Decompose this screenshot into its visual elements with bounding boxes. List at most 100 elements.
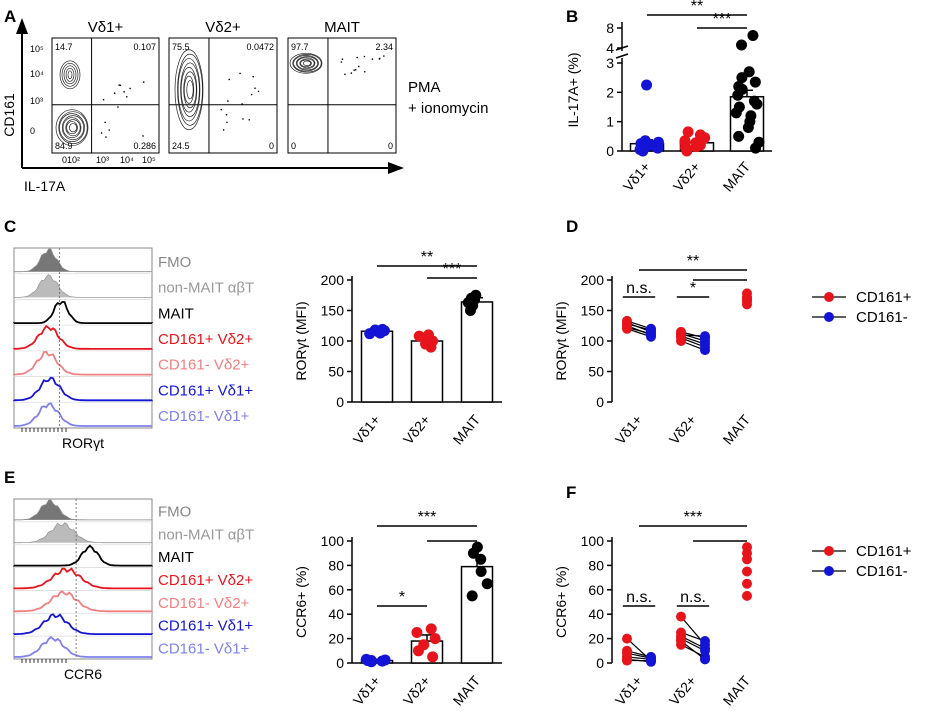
contour bbox=[180, 62, 200, 117]
y-tick-label: 20 bbox=[588, 631, 604, 647]
contour bbox=[61, 62, 79, 87]
contour bbox=[68, 123, 78, 133]
event-dot bbox=[222, 129, 225, 131]
flow-xtick-2: 10⁴ bbox=[120, 155, 134, 165]
sig-label: ** bbox=[691, 0, 703, 15]
y-tick-label: 100 bbox=[321, 533, 345, 549]
x-tick-label: Vδ2+ bbox=[666, 412, 700, 448]
data-point bbox=[745, 110, 757, 122]
flow-frame bbox=[168, 37, 278, 154]
data-point bbox=[379, 654, 391, 666]
sig-label: n.s. bbox=[626, 280, 652, 297]
x-tick-label: MAIT bbox=[720, 158, 754, 194]
hist-curve bbox=[13, 544, 153, 567]
axis-break-mark bbox=[615, 53, 629, 59]
x-tick-label: Vδ2+ bbox=[670, 159, 704, 195]
y-tick-label: 1 bbox=[606, 114, 614, 130]
legend-plus-marker bbox=[824, 546, 834, 556]
x-tick-label: Vδ2+ bbox=[400, 412, 434, 448]
contour bbox=[59, 60, 81, 90]
quad-ur: 0.0472 bbox=[246, 42, 274, 52]
flow-plot-1: Vδ2+ 75.5 0.0472 24.5 0 bbox=[168, 19, 278, 154]
point-cd161-plus bbox=[676, 329, 686, 340]
legend-plus-label: CD161+ bbox=[856, 289, 912, 306]
legend: CD161+ CD161- bbox=[812, 289, 912, 326]
y-tick-label: 150 bbox=[581, 303, 605, 319]
point-cd161-minus bbox=[700, 654, 710, 665]
quad-ur: 2.34 bbox=[375, 42, 393, 52]
contour bbox=[295, 56, 319, 71]
hist-curve bbox=[13, 274, 153, 298]
event-dot bbox=[220, 108, 223, 111]
contour bbox=[180, 66, 198, 113]
sig-label: *** bbox=[443, 261, 462, 278]
contour bbox=[66, 121, 78, 135]
point-cd161-minus bbox=[700, 643, 710, 654]
event-dot bbox=[252, 75, 254, 78]
hist-label: CD161- Vδ1+ bbox=[158, 641, 250, 658]
contour bbox=[55, 109, 89, 147]
hist-curve bbox=[13, 590, 153, 613]
point-cd161-minus bbox=[646, 653, 656, 664]
hist-curve bbox=[13, 300, 153, 324]
legend-minus-label: CD161- bbox=[856, 309, 908, 326]
contour bbox=[177, 53, 203, 126]
contour bbox=[183, 75, 195, 104]
hist-label: CD161- Vδ2+ bbox=[158, 595, 250, 612]
contour bbox=[63, 65, 77, 85]
y-axis-label: RORγt (MFI) bbox=[553, 301, 569, 380]
data-point bbox=[733, 80, 745, 92]
y-tick-label: 150 bbox=[321, 303, 345, 319]
x-tick-label: Vδ1+ bbox=[612, 673, 646, 709]
event-dot bbox=[125, 95, 128, 98]
point-mait bbox=[742, 542, 752, 553]
hist-label: FMO bbox=[158, 254, 191, 271]
event-dot bbox=[123, 91, 125, 93]
flow-frame bbox=[51, 37, 160, 154]
hist-label: CD161+ Vδ2+ bbox=[158, 572, 253, 589]
data-point bbox=[362, 655, 374, 667]
event-dot bbox=[102, 98, 105, 101]
point-cd161-plus bbox=[622, 648, 632, 659]
panel-letter-f: F bbox=[566, 483, 576, 502]
bar bbox=[460, 301, 494, 403]
event-dot bbox=[100, 132, 103, 134]
contour bbox=[174, 49, 204, 131]
flow-frame bbox=[287, 37, 397, 154]
flow-plot-2: MAIT 97.7 2.34 0 0 bbox=[287, 19, 397, 154]
hist-curve bbox=[13, 522, 153, 544]
quad-ul: 75.5 bbox=[172, 42, 190, 52]
flow-ytick-0: 10⁵ bbox=[30, 44, 44, 54]
y-arrowhead bbox=[16, 18, 28, 34]
contour bbox=[62, 117, 82, 139]
stim-label-1: PMA bbox=[408, 79, 441, 96]
quad-ul: 14.7 bbox=[55, 42, 73, 52]
event-dot bbox=[117, 106, 119, 108]
point-cd161-plus bbox=[676, 611, 686, 622]
y-axis-label: CCR6+ (%) bbox=[293, 566, 309, 638]
contour bbox=[61, 115, 85, 141]
event-dot bbox=[254, 87, 256, 89]
flow-ytick-3: 0 bbox=[30, 126, 35, 136]
data-point bbox=[638, 143, 650, 155]
y-tick-label: 20 bbox=[328, 631, 344, 647]
y-tick-label: 100 bbox=[581, 333, 605, 349]
x-tick-label: Vδ2+ bbox=[666, 673, 700, 709]
legend-minus-marker bbox=[824, 566, 834, 576]
data-point bbox=[753, 136, 765, 148]
y-tick-label: 80 bbox=[328, 557, 344, 573]
hist-curve bbox=[13, 350, 153, 376]
y-axis-label: CCR6+ (%) bbox=[553, 566, 569, 638]
quad-ul: 97.7 bbox=[291, 42, 309, 52]
axis-break bbox=[616, 51, 628, 58]
event-dot bbox=[341, 58, 344, 61]
event-dot bbox=[226, 121, 228, 124]
point-cd161-minus bbox=[700, 331, 710, 342]
event-dot bbox=[104, 121, 106, 124]
hist-label: non-MAIT αβT bbox=[158, 526, 254, 543]
y-tick-label: 100 bbox=[321, 333, 345, 349]
y-tick-label: 80 bbox=[588, 557, 604, 573]
point-mait bbox=[742, 578, 752, 589]
event-dot bbox=[142, 81, 145, 83]
data-point bbox=[471, 541, 483, 553]
